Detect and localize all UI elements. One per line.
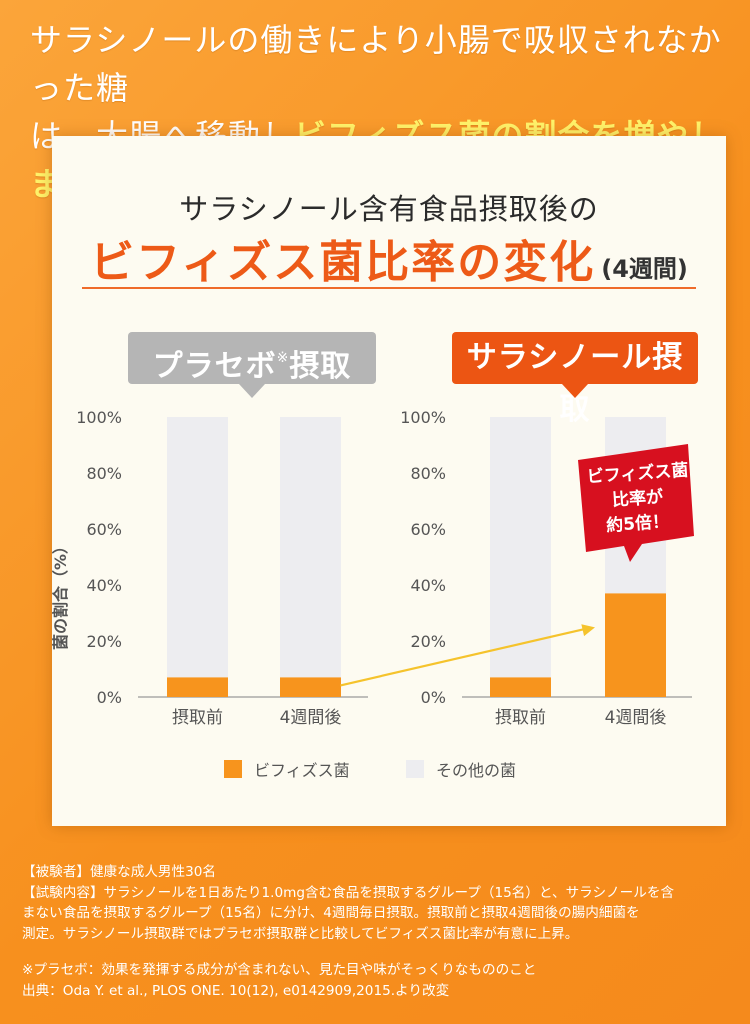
x-tick-label: 摂取前	[172, 708, 223, 728]
y-tick-label: 60%	[410, 520, 446, 539]
y-tick-label: 40%	[86, 576, 122, 595]
comparison-arrow-line	[340, 628, 584, 687]
chart-card: サラシノール含有食品摂取後の ビフィズス菌比率の変化 (4週間) プラセボ※摂取 …	[52, 136, 726, 826]
other-bacteria-bar	[167, 417, 228, 678]
y-tick-label: 80%	[410, 464, 446, 483]
callout-badge	[578, 444, 694, 562]
bifido-bar	[280, 677, 341, 697]
card-subtitle: ビフィズス菌比率の変化 (4週間)	[52, 226, 726, 290]
y-tick-label: 60%	[86, 520, 122, 539]
x-tick-label: 4週間後	[605, 708, 667, 728]
salacinol-label-text: サラシノール摂取	[466, 340, 684, 427]
salacinol-label-pointer	[562, 384, 588, 398]
y-tick-label: 100%	[76, 408, 122, 427]
placebo-label-suffix: 摂取	[289, 349, 352, 384]
legend-swatch	[406, 760, 424, 778]
title-divider	[82, 287, 696, 289]
footnote-source: 出典：Oda Y. et al., PLOS ONE. 10(12), e014…	[22, 982, 450, 999]
placebo-group-label: プラセボ※摂取	[128, 332, 376, 398]
y-tick-label: 20%	[410, 632, 446, 651]
bifido-bar	[605, 593, 666, 697]
y-tick-label: 0%	[97, 688, 122, 707]
x-tick-label: 摂取前	[495, 708, 546, 728]
y-tick-label: 20%	[86, 632, 122, 651]
y-tick-label: 40%	[410, 576, 446, 595]
footnote-content-1: 【試験内容】サラシノールを1日あたり1.0mg含む食品を摂取するグループ（15名…	[22, 884, 675, 901]
card-subtitle-suffix: (4週間)	[601, 255, 688, 283]
footnote-content-2: まない食品を摂取するグループ（15名）に分け、4週間毎日摂取。摂取前と摂取4週間…	[22, 905, 640, 921]
legend-swatch	[224, 760, 242, 778]
bifidobacteria-chart: 0% 20% 40% 60% 80% 100% 0% 20% 40% 60% 80% 100% 菌の割合…	[52, 408, 694, 780]
placebo-label-text: プラセボ	[152, 349, 277, 384]
comparison-arrow-head	[581, 624, 595, 637]
card-subtitle-main: ビフィズス菌比率の変化	[90, 237, 596, 288]
other-bacteria-bar	[490, 417, 551, 678]
footnote-content-3: 測定。サラシノール摂取群ではプラセボ摂取群と比較してビフィズス菌比率が有意に上昇…	[22, 925, 579, 942]
footnote-subjects: 【被験者】健康な成人男性30名	[22, 864, 217, 880]
bifido-bar	[167, 677, 228, 697]
placebo-label-pointer	[239, 384, 265, 398]
callout-line: 比率が	[611, 486, 663, 511]
bifido-bar	[490, 677, 551, 697]
other-bacteria-bar	[280, 417, 341, 678]
y-axis-label: 菌の割合（%）	[52, 538, 70, 650]
footnotes: 【被験者】健康な成人男性30名 【試験内容】サラシノールを1日あたり1.0mg含…	[22, 862, 734, 1001]
legend-label: ビフィズス菌	[254, 761, 350, 780]
headline-line-1: サラシノールの働きにより小腸で吸収されなかった糖	[30, 21, 722, 107]
x-tick-label: 4週間後	[280, 708, 342, 728]
salacinol-group-label: サラシノール摂取	[452, 332, 698, 427]
y-tick-label: 100%	[400, 408, 446, 427]
y-tick-label: 0%	[421, 688, 446, 707]
placebo-note-mark: ※	[276, 350, 290, 366]
footnote-spacer	[22, 944, 734, 960]
legend-label: その他の菌	[436, 761, 516, 780]
callout-line: 約5倍！	[606, 511, 670, 536]
footnote-placebo-note: ※プラセボ：効果を発揮する成分が含まれない、見た目や味がそっくりなもののこと	[22, 962, 537, 978]
y-tick-label: 80%	[86, 464, 122, 483]
card-title: サラシノール含有食品摂取後の	[179, 192, 599, 226]
